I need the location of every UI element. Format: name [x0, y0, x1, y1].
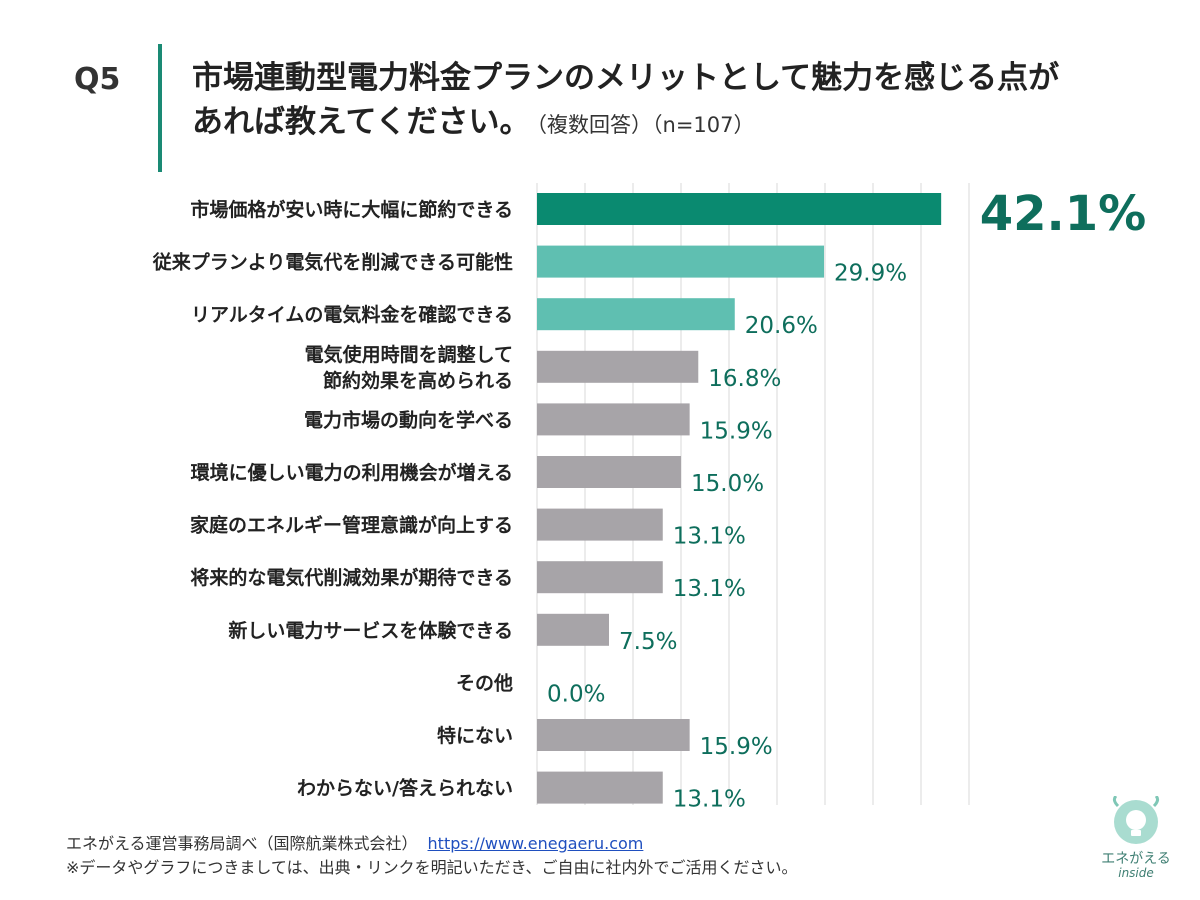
category-label: 節約効果を高められる	[323, 369, 513, 392]
category-label: 電力市場の動向を学べる	[304, 408, 513, 431]
value-label: 7.5%	[619, 629, 677, 655]
title-line-2-text: あれば教えてください。	[192, 104, 531, 140]
bar	[537, 193, 942, 225]
bar	[537, 561, 663, 594]
lightbulb-icon	[1112, 794, 1160, 844]
bar	[537, 771, 663, 804]
category-label: 従来プランより電気代を削減できる可能性	[152, 251, 513, 274]
value-label: 20.6%	[745, 313, 818, 339]
bar	[537, 613, 609, 646]
category-label: その他	[456, 671, 513, 694]
category-label: 新しい電力サービスを体験できる	[228, 619, 513, 642]
logo-text: エネがえる	[1101, 851, 1171, 867]
value-label: 13.1%	[673, 787, 746, 813]
bar	[537, 456, 681, 488]
value-label: 13.1%	[673, 576, 746, 602]
chart-title: 市場連動型電力料金プランのメリットとして魅力を感じる点が あれば教えてください。…	[192, 56, 1172, 147]
bar	[537, 298, 735, 331]
value-label: 15.9%	[700, 418, 773, 444]
category-label: 市場価格が安い時に大幅に節約できる	[190, 198, 513, 221]
bar	[537, 350, 699, 383]
value-label: 16.8%	[708, 366, 781, 392]
title-line-2: あれば教えてください。 （複数回答）（n=107）	[192, 100, 1172, 147]
footer-source: エネがえる運営事務局調べ（国際航業株式会社）	[66, 834, 418, 853]
value-label: 15.9%	[700, 734, 773, 760]
title-line-1: 市場連動型電力料金プランのメリットとして魅力を感じる点が	[192, 60, 1060, 96]
bar	[537, 403, 690, 436]
value-label: 29.9%	[834, 261, 907, 287]
footer-disclaimer: ※データやグラフにつきましては、出典・リンクを明記いただき、ご自由に社内外でご活…	[66, 858, 798, 877]
category-label: 家庭のエネルギー管理意識が向上する	[190, 514, 513, 537]
category-label: わからない/答えられない	[297, 777, 513, 800]
value-label: 13.1%	[673, 524, 746, 550]
highlight-value: 42.1%	[979, 186, 1147, 242]
footer: エネがえる運営事務局調べ（国際航業株式会社） https://www.enegae…	[66, 832, 798, 880]
category-label: 特にない	[437, 725, 513, 747]
value-label: 15.0%	[691, 471, 764, 497]
bar	[537, 508, 663, 541]
enegaeru-logo: エネがえる inside	[1090, 794, 1182, 886]
question-number: Q5	[74, 62, 121, 97]
category-label: 電気使用時間を調整して	[305, 343, 513, 366]
footer-source-line: エネがえる運営事務局調べ（国際航業株式会社） https://www.enegae…	[66, 832, 798, 856]
title-accent-bar	[158, 44, 162, 172]
footer-link[interactable]: https://www.enegaeru.com	[427, 834, 644, 853]
bar	[537, 719, 690, 751]
category-label: 将来的な電気代削減効果が期待できる	[190, 566, 513, 589]
bar	[537, 245, 825, 278]
title-note: （複数回答）（n=107）	[536, 113, 755, 137]
logo-subtext: inside	[1118, 866, 1154, 880]
category-label: 環境に優しい電力の利用機会が増える	[191, 461, 513, 484]
value-label: 0.0%	[547, 681, 605, 707]
category-label: リアルタイムの電気料金を確認できる	[191, 303, 513, 326]
